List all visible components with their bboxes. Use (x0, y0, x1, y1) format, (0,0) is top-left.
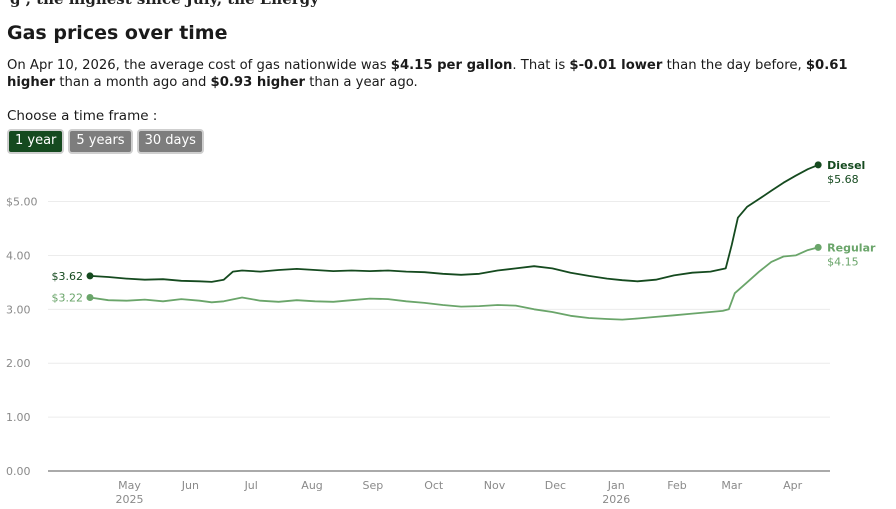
x-tick-label: Jul (244, 479, 258, 492)
x-tick-year-label: 2026 (602, 493, 630, 506)
x-tick-label: Nov (484, 479, 506, 492)
cropped-text-fragment: g , the highest since July, the Energy (10, 0, 319, 8)
regular-start-label: $3.22 (52, 291, 84, 304)
x-tick-label: Sep (363, 479, 384, 492)
x-tick-label: Apr (783, 479, 803, 492)
day-change: $-0.01 lower (569, 58, 663, 73)
x-tick-label: Aug (301, 479, 322, 492)
regular-series-line (89, 246, 819, 321)
tab-1-year[interactable]: 1 year (7, 129, 65, 154)
diesel-end-label: $5.68 (827, 173, 859, 186)
month-change: $0.61 higher (7, 58, 848, 90)
regular-end-point (814, 243, 822, 251)
diesel-start-point (86, 272, 94, 280)
y-tick-label: 4.00 (6, 249, 31, 262)
y-tick-label: 2.00 (6, 357, 31, 370)
timeframe-tabs: 1 year 5 years 30 days (7, 129, 204, 154)
x-tick-label: Feb (667, 479, 686, 492)
x-tick-label: Jun (181, 479, 199, 492)
year-change: $0.93 higher (210, 75, 306, 90)
summary-text-3: than the day before, (662, 58, 806, 73)
x-tick-label: Mar (721, 479, 742, 492)
chart-heading: Gas prices over time (7, 22, 228, 44)
y-tick-label: 3.00 (6, 303, 31, 316)
summary-text-1: On Apr 10, 2026, the average cost of gas… (7, 58, 391, 73)
y-tick-label: $5.00 (6, 196, 38, 209)
regular-start-point (86, 293, 94, 301)
summary-text-4: than a month ago and (55, 75, 211, 90)
price-summary: On Apr 10, 2026, the average cost of gas… (7, 57, 887, 91)
x-tick-label: Oct (424, 479, 444, 492)
x-tick-label: Jan (607, 479, 625, 492)
x-tick-label: Dec (545, 479, 566, 492)
x-tick-label: May (118, 479, 141, 492)
current-price: $4.15 per gallon (390, 58, 513, 73)
timeframe-label: Choose a time frame : (7, 108, 158, 124)
diesel-start-label: $3.62 (52, 270, 84, 283)
summary-text-2: . That is (512, 58, 570, 73)
diesel-series-name: Diesel (827, 159, 865, 172)
diesel-end-point (814, 161, 822, 169)
regular-end-label: $4.15 (827, 255, 859, 268)
x-tick-year-label: 2025 (116, 493, 144, 506)
tab-5-years[interactable]: 5 years (68, 129, 133, 154)
regular-series-name: Regular (827, 241, 876, 254)
y-tick-label: 1.00 (6, 411, 31, 424)
y-tick-label: 0.00 (6, 465, 31, 478)
diesel-series-line (89, 164, 819, 283)
tab-30-days[interactable]: 30 days (136, 129, 204, 154)
summary-text-5: than a year ago. (305, 75, 418, 90)
